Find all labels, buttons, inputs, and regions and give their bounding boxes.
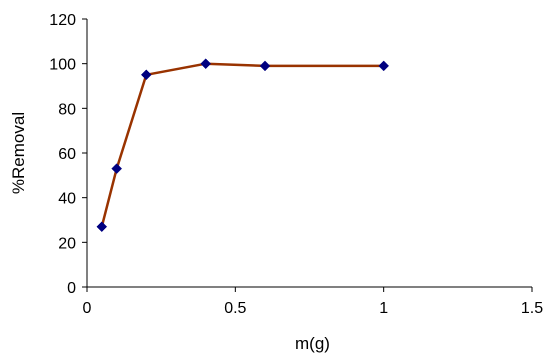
y-tick-label: 100 [49, 57, 76, 74]
x-tick-label: 1.5 [521, 300, 543, 317]
y-tick-label: 80 [58, 101, 76, 118]
y-tick-label: 0 [67, 280, 76, 297]
y-tick-label: 120 [49, 12, 76, 29]
x-tick-label: 1 [379, 300, 388, 317]
y-tick-label: 40 [58, 191, 76, 208]
data-point [96, 221, 108, 233]
ticks: 0 20 40 60 80 100 120 0 0.5 1 1.5 [49, 12, 543, 317]
data-point [259, 60, 271, 72]
axes [86, 19, 532, 288]
data-point [378, 60, 390, 72]
series-line [100, 62, 384, 228]
data-point [140, 69, 152, 81]
x-tick-label: 0.5 [224, 300, 246, 317]
y-axis-title: %Removal [9, 112, 28, 194]
y-tick-label: 60 [58, 146, 76, 163]
data-point [111, 163, 123, 174]
x-tick-label: 0 [83, 300, 92, 317]
series [96, 58, 390, 233]
y-tick-label: 20 [58, 235, 76, 252]
data-point [200, 58, 212, 70]
x-axis-title: m(g) [295, 334, 330, 353]
